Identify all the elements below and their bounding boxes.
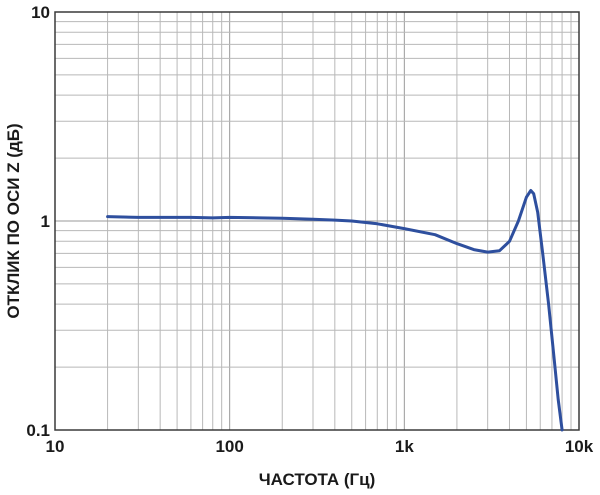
y-tick-label: 0.1 <box>26 421 50 440</box>
x-axis-title: ЧАСТОТА (Гц) <box>259 470 376 489</box>
x-tick-label: 10 <box>46 437 65 456</box>
y-tick-labels: 0.1 1 10 <box>26 3 50 440</box>
x-tick-label: 10k <box>565 437 594 456</box>
grid <box>55 12 579 430</box>
x-tick-labels: 10 100 1k 10k <box>46 437 594 456</box>
x-tick-label: 1k <box>395 437 414 456</box>
y-axis-title: ОТКЛИК ПО ОСИ Z (дБ) <box>4 123 23 318</box>
y-tick-label: 10 <box>31 3 50 22</box>
y-tick-label: 1 <box>41 212 50 231</box>
x-tick-label: 100 <box>215 437 243 456</box>
series-line <box>106 189 564 432</box>
plot-frame <box>54 11 580 431</box>
